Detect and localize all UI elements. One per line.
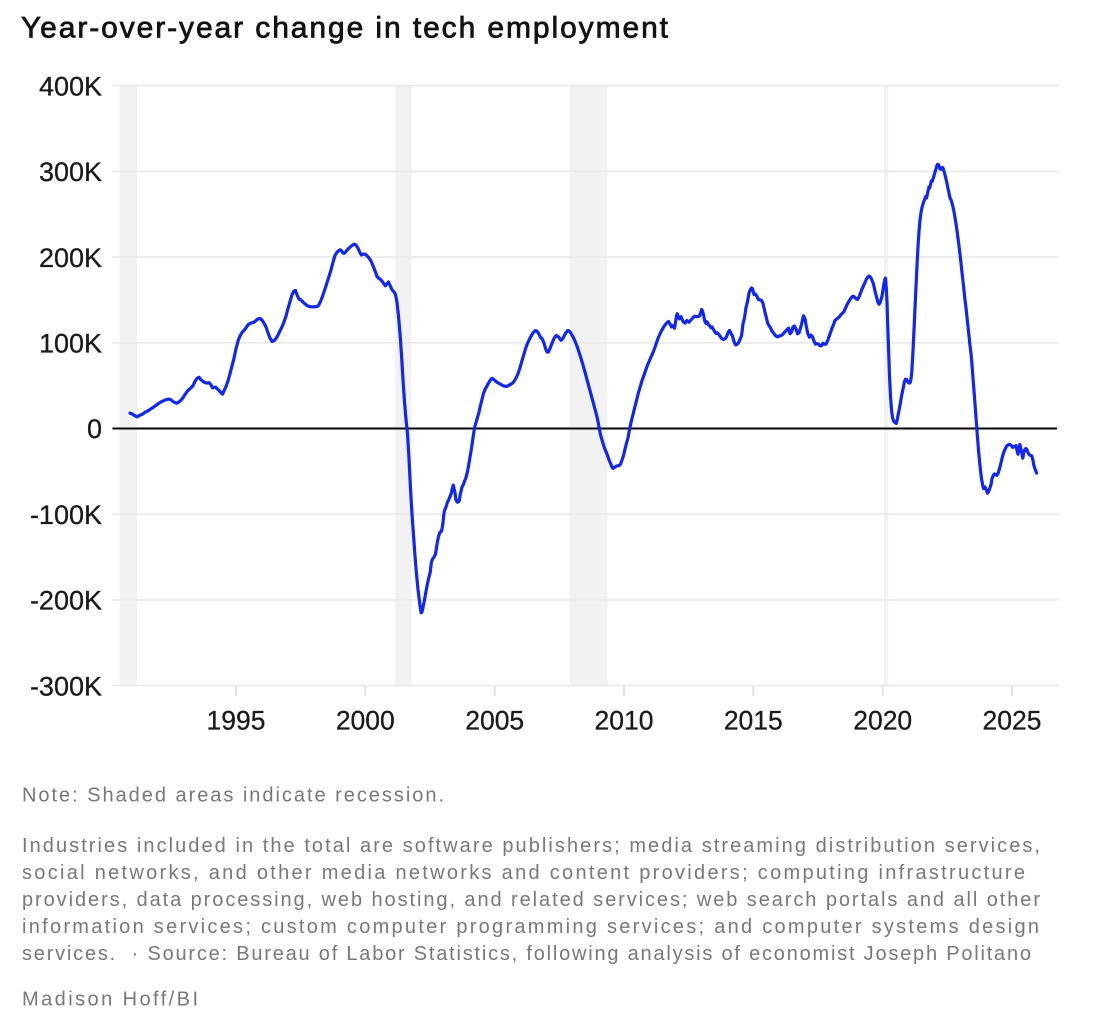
- svg-text:400K: 400K: [39, 71, 102, 101]
- svg-text:2010: 2010: [595, 706, 654, 736]
- svg-text:200K: 200K: [39, 243, 102, 273]
- svg-text:social networks, and other med: social networks, and other media network…: [22, 862, 1025, 884]
- svg-text:providers, data processing, we: providers, data processing, web hosting,…: [22, 889, 1040, 911]
- svg-text:services. · Source: Bureau of: services. · Source: Bureau of Labor Stat…: [22, 943, 1031, 965]
- svg-text:100K: 100K: [39, 329, 102, 359]
- svg-text:-300K: -300K: [30, 671, 102, 701]
- svg-text:Year-over-year change in tech: Year-over-year change in tech employment: [21, 12, 669, 45]
- svg-text:Industries included in the tot: Industries included in the total are sof…: [22, 835, 1040, 857]
- svg-text:1995: 1995: [207, 706, 266, 736]
- svg-text:-200K: -200K: [30, 586, 102, 616]
- svg-text:information services; custom c: information services; custom computer pr…: [22, 916, 1039, 938]
- svg-text:2015: 2015: [724, 706, 783, 736]
- svg-text:Note: Shaded areas indicate re: Note: Shaded areas indicate recession.: [22, 785, 444, 807]
- svg-text:2000: 2000: [336, 706, 395, 736]
- svg-text:2020: 2020: [853, 706, 912, 736]
- svg-text:300K: 300K: [39, 157, 102, 187]
- svg-text:Madison Hoff/BI: Madison Hoff/BI: [22, 989, 198, 1011]
- svg-text:2025: 2025: [983, 706, 1042, 736]
- svg-text:2005: 2005: [465, 706, 524, 736]
- svg-text:-100K: -100K: [30, 500, 102, 530]
- svg-text:0: 0: [87, 414, 102, 444]
